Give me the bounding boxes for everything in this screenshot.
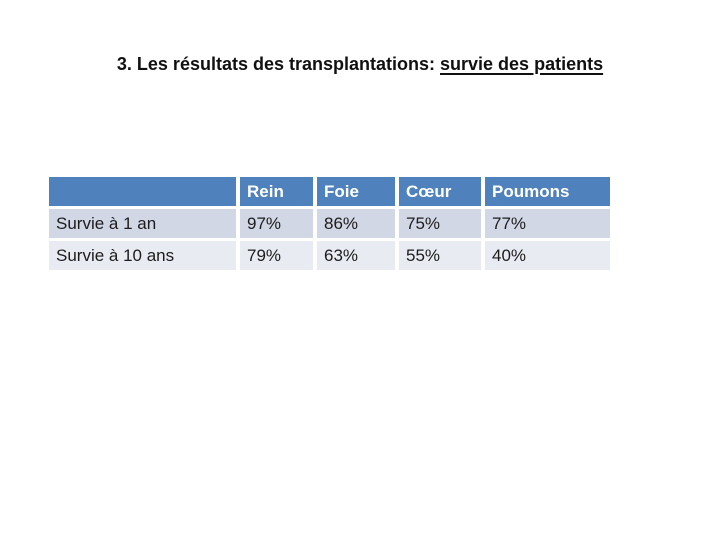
cell-value: 97%: [240, 209, 313, 238]
header-cell-rein: Rein: [240, 177, 313, 206]
table-row: Survie à 1 an 97% 86% 75% 77%: [49, 209, 610, 238]
survival-table-container: Rein Foie Cœur Poumons Survie à 1 an 97%…: [45, 174, 614, 273]
table-row: Survie à 10 ans 79% 63% 55% 40%: [49, 241, 610, 270]
cell-value: 75%: [399, 209, 481, 238]
header-cell-coeur: Cœur: [399, 177, 481, 206]
cell-value: 77%: [485, 209, 610, 238]
cell-value: 40%: [485, 241, 610, 270]
cell-value: 55%: [399, 241, 481, 270]
survival-table: Rein Foie Cœur Poumons Survie à 1 an 97%…: [45, 174, 614, 273]
survival-table-header: Rein Foie Cœur Poumons: [49, 177, 610, 206]
header-row: Rein Foie Cœur Poumons: [49, 177, 610, 206]
slide-title: 3. Les résultats des transplantations: s…: [0, 54, 720, 75]
header-cell-poumons: Poumons: [485, 177, 610, 206]
row-label: Survie à 10 ans: [49, 241, 236, 270]
row-label: Survie à 1 an: [49, 209, 236, 238]
slide-title-underlined-text: survie des patients: [440, 54, 604, 74]
cell-value: 63%: [317, 241, 395, 270]
survival-table-body: Survie à 1 an 97% 86% 75% 77% Survie à 1…: [49, 209, 610, 270]
slide-title-text: 3. Les résultats des transplantations:: [116, 54, 441, 74]
header-cell-empty: [49, 177, 236, 206]
cell-value: 79%: [240, 241, 313, 270]
header-cell-foie: Foie: [317, 177, 395, 206]
cell-value: 86%: [317, 209, 395, 238]
